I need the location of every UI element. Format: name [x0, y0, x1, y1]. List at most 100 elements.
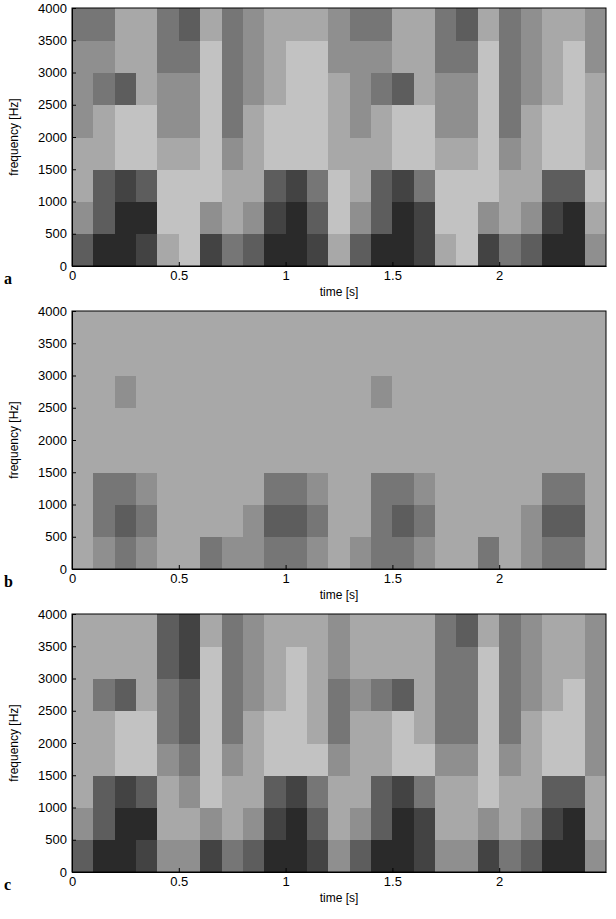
cell [585, 775, 606, 808]
cell [307, 840, 329, 872]
cell [350, 169, 372, 202]
cell [414, 646, 436, 679]
cell [243, 775, 265, 808]
cell [456, 343, 478, 376]
cell [435, 408, 457, 441]
cell [307, 40, 329, 73]
cell [563, 679, 585, 712]
cell [328, 137, 350, 170]
cell [222, 376, 244, 409]
cell [328, 440, 350, 473]
cell [585, 202, 606, 235]
cell [286, 169, 308, 202]
tick-label: 2 [496, 874, 503, 889]
cell [563, 137, 585, 170]
cell [456, 202, 478, 235]
tick-mark [72, 775, 76, 776]
cell [307, 646, 329, 679]
cell [435, 40, 457, 73]
cell [72, 376, 94, 409]
cell [350, 614, 372, 647]
cell [521, 408, 543, 441]
cell [200, 169, 222, 202]
cell [521, 311, 543, 344]
cell [414, 376, 436, 409]
cell [264, 472, 286, 505]
cell [392, 537, 414, 569]
cell [157, 408, 179, 441]
cell [93, 408, 115, 441]
cell [328, 646, 350, 679]
cell [328, 840, 350, 872]
tick-label: 2500 [38, 703, 67, 718]
cell [563, 711, 585, 744]
cell [435, 73, 457, 106]
cell [435, 472, 457, 505]
tick: 1000 [38, 497, 76, 512]
tick-label: 1500 [38, 465, 67, 480]
cell [115, 743, 137, 776]
cell [72, 743, 94, 776]
cell [371, 408, 393, 441]
cell [115, 343, 137, 376]
cell [243, 202, 265, 235]
cell [435, 775, 457, 808]
cell [563, 8, 585, 41]
cell [521, 646, 543, 679]
tick-mark [72, 105, 76, 106]
cell [350, 646, 372, 679]
cell [264, 408, 286, 441]
tick: 1500 [38, 768, 76, 783]
cell [157, 73, 179, 106]
cell [478, 614, 500, 647]
cell [72, 343, 94, 376]
cell [243, 743, 265, 776]
cell [222, 311, 244, 344]
tick: 4000 [38, 304, 76, 319]
cell [222, 169, 244, 202]
cell [542, 408, 564, 441]
cell [200, 376, 222, 409]
tick-label: 1 [282, 268, 289, 283]
cell [392, 376, 414, 409]
cell [115, 840, 137, 872]
cell [478, 440, 500, 473]
y-axis-title: frequency [Hz] [7, 401, 21, 478]
cell [93, 105, 115, 138]
tick-label: 500 [45, 529, 67, 544]
tick: 0.5 [170, 565, 188, 586]
cell [286, 376, 308, 409]
cell [243, 646, 265, 679]
cell [350, 808, 372, 841]
cell [93, 311, 115, 344]
cell [563, 614, 585, 647]
cell [435, 646, 457, 679]
cell [179, 40, 201, 73]
tick: 3000 [38, 671, 76, 686]
cell [563, 234, 585, 266]
cell [371, 440, 393, 473]
x-axis-title: time [s] [320, 891, 359, 905]
cell [499, 505, 521, 538]
cell [392, 808, 414, 841]
cell [371, 234, 393, 266]
cell [456, 775, 478, 808]
cell [563, 408, 585, 441]
cell [136, 73, 158, 106]
tick-mark [179, 262, 180, 266]
cell [72, 105, 94, 138]
cell [563, 743, 585, 776]
cell [585, 537, 606, 569]
cell [136, 408, 158, 441]
cell [93, 505, 115, 538]
cell [414, 408, 436, 441]
cell [264, 537, 286, 569]
cell [456, 505, 478, 538]
cell [521, 73, 543, 106]
cell [286, 40, 308, 73]
cell [435, 743, 457, 776]
cell [115, 440, 137, 473]
cell [478, 711, 500, 744]
cell [179, 775, 201, 808]
cell [435, 105, 457, 138]
